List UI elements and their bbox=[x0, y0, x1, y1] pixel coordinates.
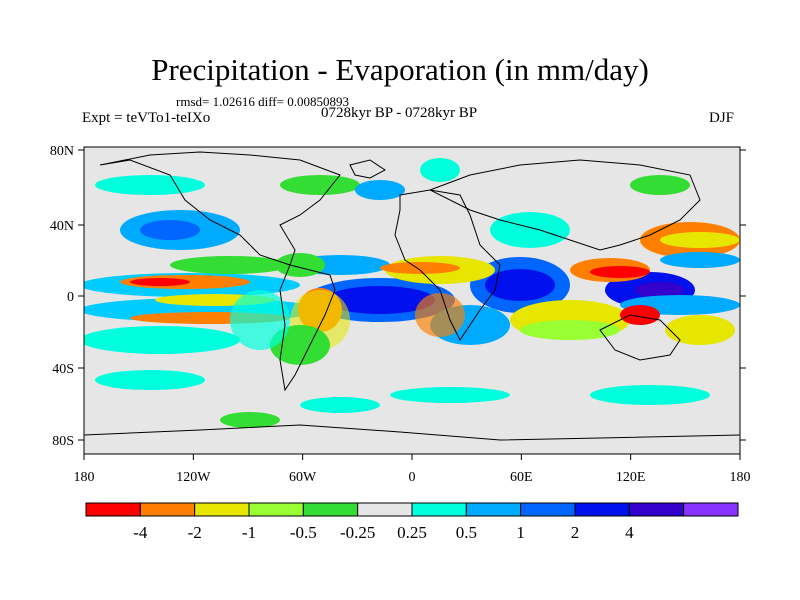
lat-label: 40N bbox=[50, 219, 74, 234]
colorbar-label: 0.5 bbox=[456, 523, 477, 542]
colorbar-labels: -4 -2 -1 -0.5 -0.25 0.25 0.5 1 2 4 bbox=[133, 523, 634, 542]
colorbar-box bbox=[465, 502, 522, 517]
colorbar-label: -4 bbox=[133, 523, 148, 542]
coastlines bbox=[84, 151, 740, 441]
period-label: 0728kyr BP - 0728kyr BP bbox=[321, 105, 478, 121]
rmsd-diff-text: rmsd= 1.02616 diff= 0.00850893 bbox=[176, 94, 349, 109]
experiment-label: Expt = teVTo1-teIXo bbox=[82, 110, 211, 126]
colorbar-label: 4 bbox=[625, 523, 634, 542]
season-label: DJF bbox=[709, 110, 735, 126]
colorbar-box bbox=[357, 502, 413, 517]
lat-label: 80N bbox=[50, 144, 74, 159]
colorbar-box bbox=[85, 502, 141, 517]
colorbar-box bbox=[628, 502, 685, 517]
lon-label: 180 bbox=[74, 470, 95, 485]
colorbar-box bbox=[683, 502, 739, 517]
longitude-labels: 180 120W 60W 0 60E 120E 180 bbox=[74, 470, 751, 485]
lon-label: 120E bbox=[616, 470, 646, 485]
lat-label: 80S bbox=[52, 434, 74, 449]
latitude-labels: 80N 40N 0 40S 80S bbox=[50, 144, 74, 449]
colorbar-box bbox=[194, 502, 250, 517]
lon-label: 60W bbox=[289, 470, 317, 485]
axis-ticks bbox=[78, 149, 746, 460]
colorbar-box bbox=[302, 502, 359, 517]
lon-label: 0 bbox=[409, 470, 416, 485]
lon-label: 120W bbox=[176, 470, 211, 485]
colorbar-box bbox=[411, 502, 467, 517]
colorbar-label: -1 bbox=[242, 523, 256, 542]
colorbar-box bbox=[139, 502, 196, 517]
lat-label: 0 bbox=[67, 290, 74, 305]
colorbar-label: 0.25 bbox=[397, 523, 427, 542]
colorbar-box bbox=[248, 502, 304, 517]
lon-label: 180 bbox=[730, 470, 751, 485]
colorbar-label: -0.25 bbox=[340, 523, 375, 542]
colorbar-box bbox=[574, 502, 630, 517]
lon-label: 60E bbox=[510, 470, 533, 485]
colorbar-label: 1 bbox=[516, 523, 525, 542]
colorbar bbox=[85, 502, 739, 517]
chart-title: Precipitation - Evaporation (in mm/day) bbox=[151, 52, 649, 87]
colorbar-label: 2 bbox=[571, 523, 580, 542]
lat-label: 40S bbox=[52, 362, 74, 377]
precip-evap-field bbox=[84, 158, 740, 428]
colorbar-label: -2 bbox=[188, 523, 202, 542]
colorbar-box bbox=[520, 502, 576, 517]
colorbar-label: -0.5 bbox=[290, 523, 317, 542]
